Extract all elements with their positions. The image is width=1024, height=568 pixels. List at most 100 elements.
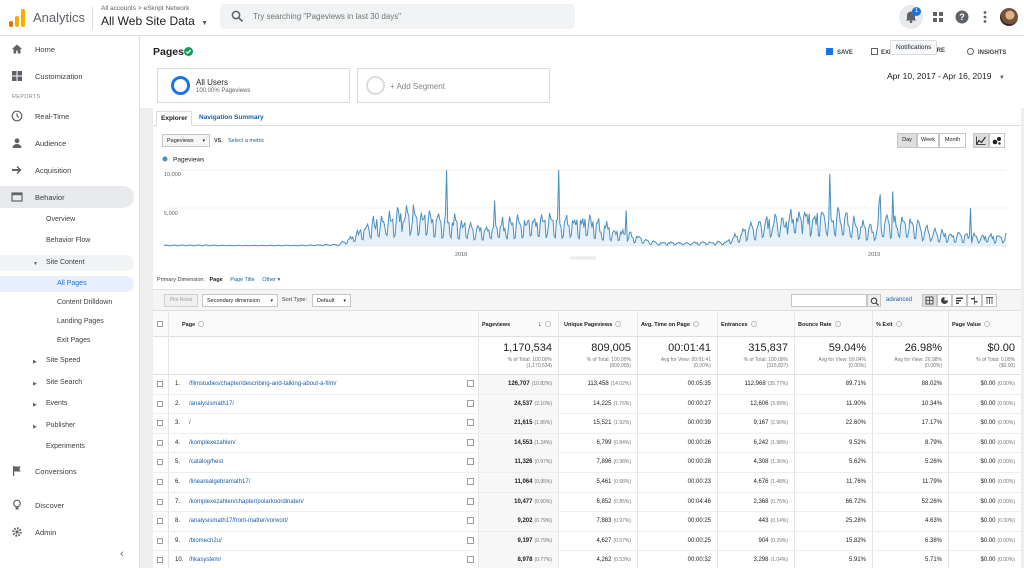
notifications-button[interactable]: 1: [899, 5, 923, 29]
open-page-icon[interactable]: [467, 458, 474, 466]
row-checkbox[interactable]: [157, 479, 163, 485]
granularity-month-button[interactable]: Month: [939, 133, 966, 148]
search-bar[interactable]: [220, 4, 575, 29]
sidebar-item-site-speed[interactable]: ▶ Site Speed: [0, 353, 134, 369]
collapse-sidebar-icon[interactable]: ‹: [120, 548, 124, 560]
sidebar-item-exit-pages[interactable]: Exit Pages: [0, 333, 134, 349]
page-path-link[interactable]: /komplexezahlen/: [189, 439, 236, 446]
open-page-icon[interactable]: [467, 438, 474, 446]
open-page-icon[interactable]: [467, 399, 474, 407]
chart-resize-handle[interactable]: [570, 256, 596, 260]
row-checkbox[interactable]: [157, 400, 163, 407]
sidebar-item-acquisition[interactable]: Acquisition: [0, 159, 134, 181]
sidebar-item-overview[interactable]: Overview: [0, 212, 134, 228]
table-filter-button[interactable]: [867, 294, 881, 307]
column-header-exit[interactable]: % Exit: [876, 321, 902, 328]
advanced-filter-link[interactable]: advanced: [886, 297, 913, 303]
sidebar-item-home[interactable]: Home: [0, 38, 134, 60]
sort-type-dropdown[interactable]: Default ▾: [312, 294, 351, 307]
page-path-link[interactable]: /linearealgebramath17/: [189, 479, 251, 485]
save-button[interactable]: SAVE: [826, 48, 853, 56]
page-path-link[interactable]: /analysismath17/front-matter/vorwort/: [189, 518, 289, 525]
primary-dimension-page[interactable]: Page: [209, 277, 223, 283]
page-path-link[interactable]: /komplexezahlen/chapter/polarkoordinaten…: [189, 498, 304, 505]
view-performance-button[interactable]: [952, 294, 967, 307]
tab-explorer[interactable]: Explorer: [156, 111, 193, 126]
plot-rows-button[interactable]: Plot Rows: [164, 294, 198, 307]
granularity-week-button[interactable]: Week: [917, 133, 939, 148]
analytics-logo-icon[interactable]: [9, 9, 25, 27]
sidebar-item-all-pages[interactable]: All Pages: [0, 276, 134, 292]
sidebar-item-behavior[interactable]: Behavior: [0, 186, 134, 208]
avatar[interactable]: [1000, 8, 1018, 26]
open-page-icon[interactable]: [467, 419, 474, 427]
insights-button[interactable]: INSIGHTS: [967, 48, 1006, 56]
sidebar-item-publisher[interactable]: ▶ Publisher: [0, 418, 134, 434]
open-page-icon[interactable]: [467, 517, 474, 525]
open-page-icon[interactable]: [467, 556, 474, 564]
granularity-day-button[interactable]: Day: [897, 133, 917, 148]
row-checkbox[interactable]: [157, 381, 163, 387]
more-vert-icon[interactable]: [977, 9, 993, 25]
view-pivot-button[interactable]: [982, 294, 997, 307]
help-icon[interactable]: ?: [954, 9, 970, 25]
column-header-unique-pageviews[interactable]: Unique Pageviews: [564, 321, 622, 328]
row-checkbox[interactable]: [157, 537, 163, 544]
sidebar-item-audience[interactable]: Audience: [0, 132, 134, 154]
sidebar-item-landing-pages[interactable]: Landing Pages: [0, 314, 134, 330]
open-page-icon[interactable]: [467, 478, 474, 485]
account-breadcrumb[interactable]: All accounts > eSkript Network: [101, 5, 190, 12]
column-header-page[interactable]: Page: [182, 321, 205, 328]
sidebar-item-discover[interactable]: Discover: [0, 494, 134, 516]
sidebar-item-experiments[interactable]: Experiments: [0, 439, 134, 455]
tab-navigation-summary[interactable]: Navigation Summary: [199, 114, 264, 121]
page-path-link[interactable]: /biomech2u/: [189, 537, 222, 544]
page-path-link[interactable]: /filmstudies/chapter/describing-and-talk…: [189, 381, 337, 387]
row-checkbox[interactable]: [157, 518, 163, 525]
sidebar-item-site-content[interactable]: ▼ Site Content: [0, 255, 134, 271]
row-checkbox[interactable]: [157, 439, 163, 446]
sidebar-item-behavior-flow[interactable]: Behavior Flow: [0, 233, 134, 249]
sidebar-item-admin[interactable]: Admin: [0, 521, 134, 543]
row-checkbox[interactable]: [157, 420, 163, 427]
primary-dimension-page-title[interactable]: Page Title: [230, 277, 255, 283]
column-header-bounce-rate[interactable]: Bounce Rate: [798, 321, 841, 328]
sidebar-item-content-drilldown[interactable]: Content Drilldown: [0, 295, 134, 311]
column-header-avg-time[interactable]: Avg. Time on Page: [641, 321, 699, 328]
page-path-link[interactable]: /analysismath17/: [189, 400, 235, 407]
apps-grid-icon[interactable]: [930, 9, 946, 25]
sidebar-item-events[interactable]: ▶ Events: [0, 396, 134, 412]
property-selector[interactable]: All Web Site Data ▼: [101, 14, 208, 28]
segment-all-users[interactable]: All Users 100.00% Pageviews: [157, 68, 350, 103]
sidebar-item-realtime[interactable]: Real-Time: [0, 105, 134, 127]
secondary-dimension-dropdown[interactable]: Secondary dimension ▾: [202, 294, 278, 307]
select-metric-link[interactable]: Select a metric: [228, 138, 265, 144]
motion-chart-button[interactable]: [989, 133, 1005, 148]
sidebar-item-site-search[interactable]: ▶ Site Search: [0, 375, 134, 391]
row-checkbox[interactable]: [157, 459, 163, 466]
view-comparison-button[interactable]: [967, 294, 982, 307]
row-checkbox[interactable]: [157, 498, 163, 505]
open-page-icon[interactable]: [467, 380, 474, 387]
app-name[interactable]: Analytics: [33, 10, 86, 25]
table-filter-input[interactable]: [791, 294, 867, 307]
page-path-link[interactable]: /hkasystem/: [189, 557, 222, 564]
select-all-checkbox[interactable]: [157, 321, 163, 327]
column-header-page-value[interactable]: Page Value: [952, 321, 991, 328]
view-table-button[interactable]: [922, 294, 937, 307]
row-checkbox[interactable]: [157, 557, 163, 564]
open-page-icon[interactable]: [467, 497, 474, 505]
column-header-entrances[interactable]: Entrances: [721, 321, 757, 328]
open-page-icon[interactable]: [467, 536, 474, 544]
page-path-link[interactable]: /: [189, 420, 191, 427]
column-header-pageviews[interactable]: Pageviews ↓: [482, 321, 551, 328]
line-chart-button[interactable]: [973, 133, 989, 148]
primary-dimension-other[interactable]: Other ▾: [262, 277, 281, 283]
add-segment-button[interactable]: + Add Segment: [357, 68, 550, 103]
search-input[interactable]: [253, 10, 553, 23]
metric-dropdown[interactable]: Pageviews ▾: [162, 134, 210, 147]
date-range-picker[interactable]: Apr 10, 2017 - Apr 16, 2019 ▼: [887, 71, 1005, 81]
page-path-link[interactable]: /catalog/hest: [189, 459, 224, 466]
sidebar-item-conversions[interactable]: Conversions: [0, 460, 134, 482]
sidebar-item-customization[interactable]: Customization: [0, 65, 134, 87]
